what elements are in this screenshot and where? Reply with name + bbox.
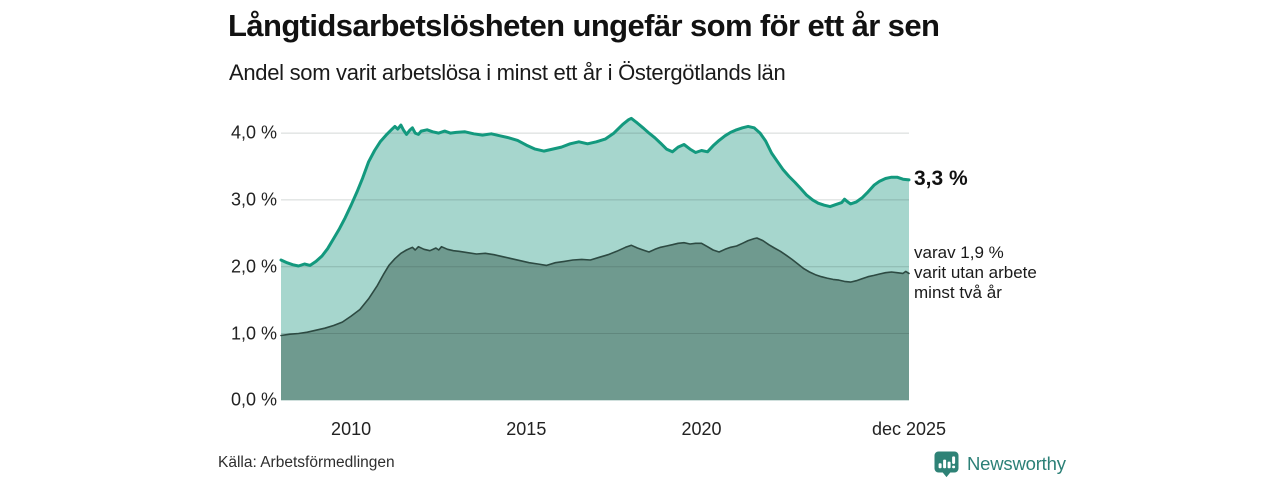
x-tick-label: 2020 (681, 419, 722, 439)
line-minst-ett-ar (279, 116, 911, 268)
y-tick-label: 2,0 % (230, 256, 277, 277)
newsworthy-wordmark: Newsworthy (967, 453, 1066, 474)
x-tick-label: dec 2025 (871, 419, 947, 439)
source-note: Källa: Arbetsförmedlingen (218, 454, 395, 471)
subset-annotation-line: varit utan arbete (914, 263, 1037, 282)
y-tick-label: 4,0 % (230, 122, 277, 143)
y-tick-label: 1,0 % (230, 323, 277, 343)
subset-annotation: varav 1,9 % varit utan arbete minst två … (914, 243, 1037, 303)
x-tick-label: 2010 (331, 419, 372, 439)
newsworthy-logo[interactable]: Newsworthy (933, 450, 1066, 478)
newsworthy-bubble-chart-icon (933, 450, 960, 478)
page-title: Långtidsarbetslösheten ungefär som för e… (228, 8, 940, 43)
line-minst-tva-ar (280, 237, 910, 337)
series-end-value-label: 3,3 % (914, 167, 968, 190)
y-tick-label: 3,0 % (230, 189, 277, 210)
subset-annotation-line: varav 1,9 % (914, 243, 1004, 262)
area-minst-tva-ar (281, 238, 909, 401)
subset-annotation-line: minst två år (914, 283, 1002, 302)
y-tick-label: 0,0 % (230, 389, 277, 410)
page-subtitle: Andel som varit arbetslösa i minst ett å… (229, 60, 786, 85)
x-tick-label: 2015 (506, 419, 547, 439)
